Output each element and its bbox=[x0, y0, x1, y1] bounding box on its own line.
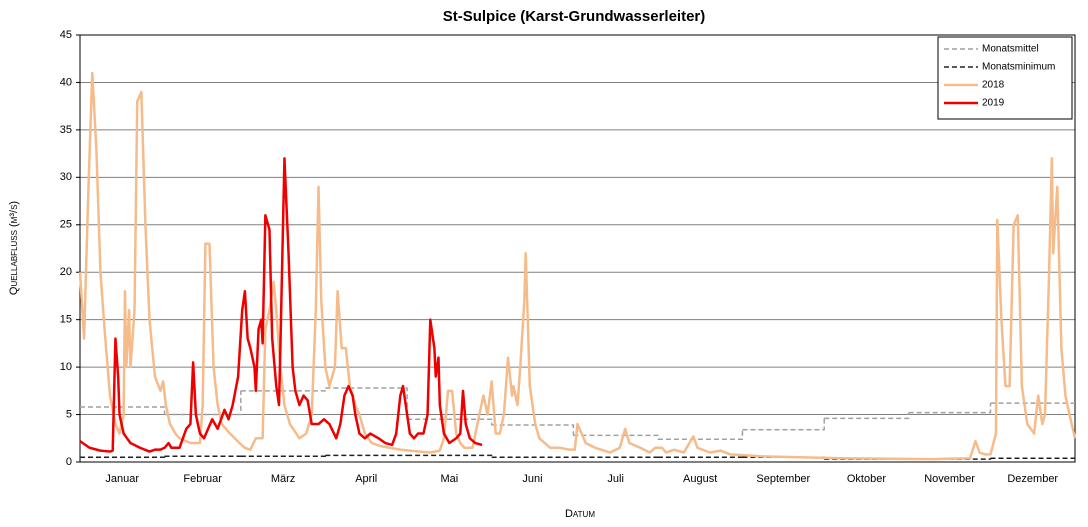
y-tick-label: 25 bbox=[60, 219, 72, 231]
x-tick-label: Januar bbox=[105, 473, 139, 485]
y-tick-label: 35 bbox=[60, 124, 72, 136]
x-tick-label: November bbox=[924, 473, 975, 485]
x-tick-label: August bbox=[683, 473, 717, 485]
x-tick-label: April bbox=[355, 473, 377, 485]
y-tick-label: 0 bbox=[66, 456, 72, 468]
legend-box bbox=[937, 36, 1073, 120]
plot-border bbox=[79, 34, 1076, 463]
x-tick-label: Mai bbox=[441, 473, 459, 485]
y-tick-label: 5 bbox=[66, 408, 72, 420]
y-tick-label: 20 bbox=[60, 266, 72, 278]
series-line bbox=[79, 157, 483, 453]
chart-title: St-Sulpice (Karst-Grundwasserleiter) bbox=[443, 8, 706, 25]
y-tick-label: 30 bbox=[60, 171, 72, 183]
x-tick-label: Oktober bbox=[847, 473, 886, 485]
x-tick-label: Juli bbox=[607, 473, 624, 485]
series-line bbox=[80, 387, 1075, 440]
x-tick-label: Juni bbox=[522, 473, 542, 485]
y-tick-label: 40 bbox=[60, 76, 72, 88]
x-tick-label: Februar bbox=[183, 473, 222, 485]
legend-label: 2018 bbox=[982, 80, 1005, 91]
x-axis-title: Datum bbox=[565, 508, 595, 520]
series-line bbox=[78, 71, 1077, 461]
legend-label: Monatsminimum bbox=[982, 62, 1055, 73]
x-tick-label: März bbox=[271, 473, 295, 485]
x-tick-label: September bbox=[756, 473, 810, 485]
x-tick-label: Dezember bbox=[1007, 473, 1058, 485]
y-tick-label: 15 bbox=[60, 314, 72, 326]
legend-label: 2019 bbox=[982, 98, 1005, 109]
y-axis-title: Quellabfluss (m³/s) bbox=[8, 201, 20, 295]
y-tick-label: 45 bbox=[60, 29, 72, 41]
y-tick-label: 10 bbox=[60, 361, 72, 373]
legend-label: Monatsmittel bbox=[982, 44, 1039, 55]
